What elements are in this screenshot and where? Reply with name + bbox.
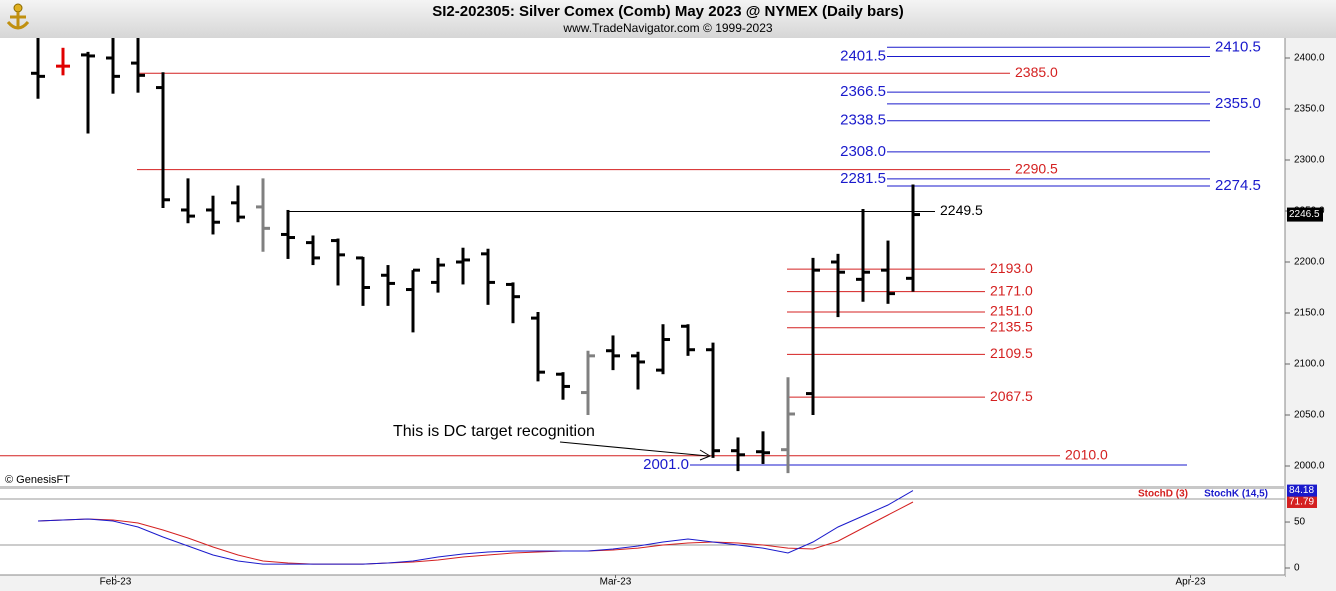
level-label: 2249.5 [940, 202, 983, 218]
value-tag-label: 84.18 [1289, 485, 1314, 496]
value-tag [1287, 484, 1317, 497]
level-label: 2274.5 [1215, 177, 1261, 194]
indicator-line [37, 490, 914, 565]
chart-subtitle: www.TradeNavigator.com © 1999-2023 [562, 21, 772, 35]
level-label: 2067.5 [990, 388, 1033, 404]
level-label: 2001.0 [643, 456, 689, 473]
level-label: 2109.5 [990, 345, 1033, 361]
annotation: This is DC target recognition [393, 423, 595, 440]
y-tick-label: 2300.0 [1294, 155, 1325, 166]
value-tag-label: 71.79 [1289, 497, 1314, 508]
indicator-line [37, 501, 914, 565]
level-label: 2290.5 [1015, 160, 1058, 176]
y-tick-label: 0 [1294, 563, 1300, 574]
y-tick-label: 2100.0 [1294, 359, 1325, 370]
level-label: 2151.0 [990, 303, 1033, 319]
level-label: 2281.5 [840, 170, 886, 187]
level-label: 2410.5 [1215, 38, 1261, 55]
price-plot: 2410.5 2401.5 2385.0 2366.5 2355.0 2338.5 2308… [0, 38, 1261, 474]
level-label: 2366.5 [840, 83, 886, 100]
credit: © GenesisFT [5, 474, 70, 486]
y-tick-label: 50 [1294, 517, 1306, 528]
header-bar [0, 0, 1336, 38]
level-label: 2385.0 [1015, 64, 1058, 80]
level-label: 2193.0 [990, 260, 1033, 276]
logo [6, 3, 30, 30]
last-price-box [1287, 207, 1323, 222]
x-tick-label: Feb-23 [100, 577, 132, 588]
axes: 2000.02050.02100.02150.02200.02250.02300… [100, 53, 1325, 588]
y-tick-label: 2150.0 [1294, 308, 1325, 319]
indicator-plot [0, 490, 1285, 565]
y-tick-label: 2400.0 [1294, 53, 1325, 64]
y-tick-label: 2050.0 [1294, 410, 1325, 421]
annotation-arrow [559, 441, 712, 461]
level-label: 2401.5 [840, 47, 886, 64]
level-label: 2338.5 [840, 112, 886, 129]
level-label: 2308.0 [840, 143, 886, 160]
x-tick-label: Apr-23 [1175, 577, 1205, 588]
last-price-label: 2246.5 [1289, 209, 1320, 220]
legend-entry: StochK (14,5) [1204, 489, 1268, 500]
level-label: 2010.0 [1065, 447, 1108, 463]
level-label: 2171.0 [990, 282, 1033, 298]
y-tick-label: 2000.0 [1294, 461, 1325, 472]
panel-divider [0, 486, 1285, 489]
level-label: 2355.0 [1215, 95, 1261, 112]
price-panel [0, 38, 1285, 486]
x-tick-label: Mar-23 [600, 577, 632, 588]
level-label: 2135.5 [990, 318, 1033, 334]
value-tag [1287, 495, 1317, 508]
chart-title: SI2-202305: Silver Comex (Comb) May 2023… [432, 3, 903, 20]
legend-entry: StochD (3) [1138, 489, 1188, 500]
time-axis-panel [0, 575, 1285, 591]
y-tick-label: 2350.0 [1294, 104, 1325, 115]
y-tick-label: 2200.0 [1294, 257, 1325, 268]
